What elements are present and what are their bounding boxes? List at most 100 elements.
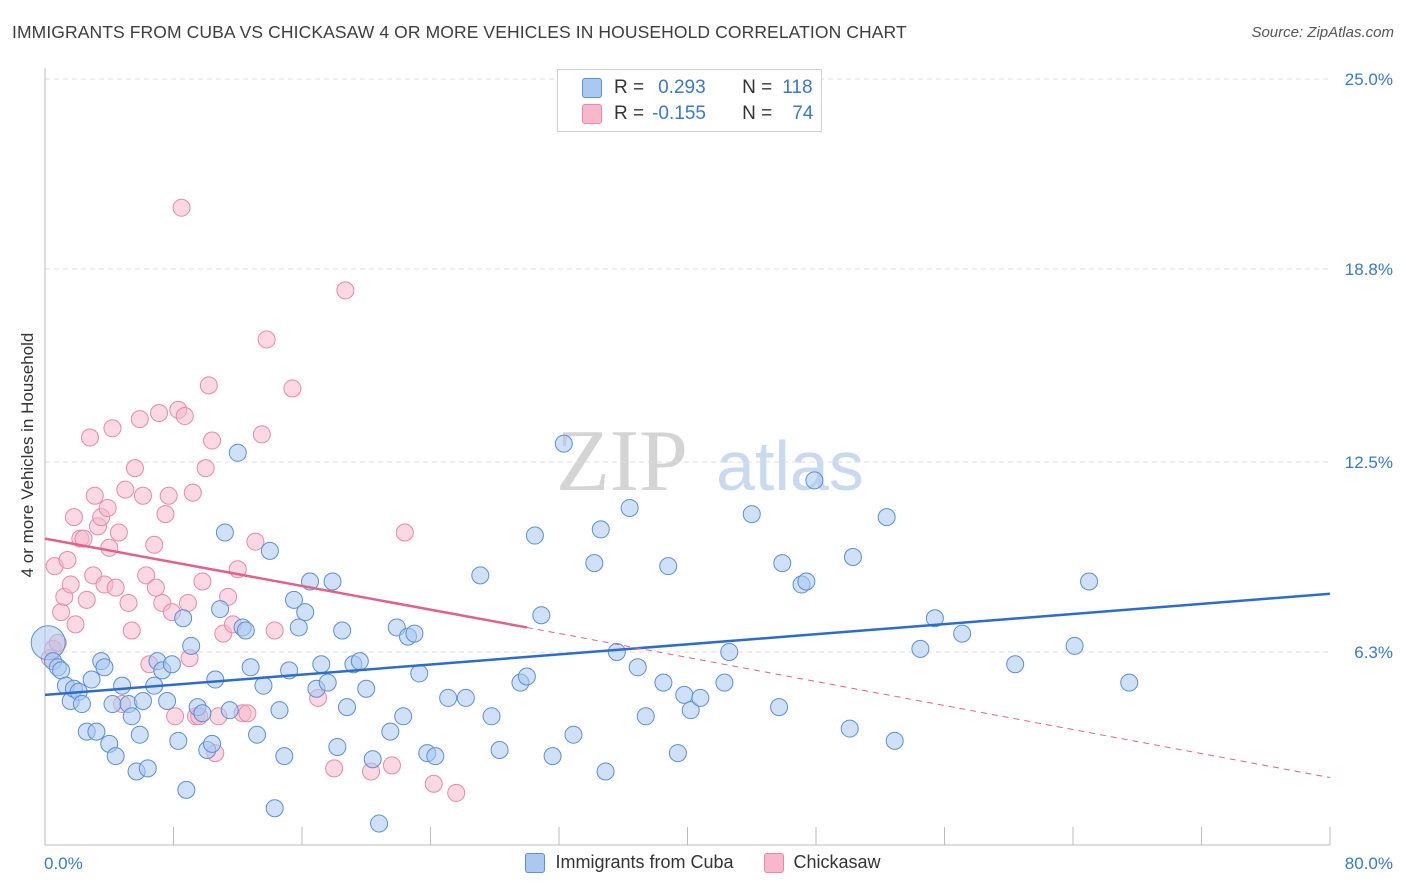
cuba-point-78 [471, 566, 490, 585]
legend-item-chickasaw[interactable]: Chickasaw [763, 852, 881, 873]
cuba-point-93 [628, 658, 647, 677]
cuba-point-117 [1065, 636, 1084, 655]
chickasaw-point-42 [172, 198, 191, 217]
cuba-point-102 [720, 642, 739, 661]
cuba-point-89 [591, 520, 610, 539]
cuba-point-110 [843, 547, 862, 566]
chickasaw-point-9 [66, 615, 85, 634]
cuba-point-13 [95, 658, 114, 677]
chickasaw-point-22 [106, 578, 125, 597]
cuba-point-23 [138, 759, 157, 778]
cuba-point-21 [130, 725, 149, 744]
chickasaw-point-29 [130, 410, 149, 429]
chickasaw-point-46 [183, 483, 202, 502]
cuba-point-91 [607, 642, 626, 661]
cuba-point-27 [158, 691, 177, 710]
cuba-point-11 [87, 722, 106, 741]
cuba-point-72 [405, 624, 424, 643]
cuba-point-73 [410, 664, 429, 683]
chickasaw-point-40 [166, 707, 185, 726]
cuba-point-99 [681, 701, 700, 720]
cuba-point-109 [840, 719, 859, 738]
cuba-point-22 [133, 691, 152, 710]
cuba-point-32 [182, 636, 201, 655]
cuba-point-95 [654, 673, 673, 692]
chickasaw-point-43 [175, 407, 194, 426]
cuba-point-47 [260, 541, 279, 560]
chickasaw-point-13 [80, 428, 99, 447]
cuba-point-113 [911, 639, 930, 658]
cuba-point-41 [228, 443, 247, 462]
cuba-point-111 [877, 508, 896, 527]
cuba-point-61 [333, 621, 352, 640]
chickasaw-point-71 [395, 523, 414, 542]
cuba-point-114 [925, 609, 944, 628]
chickasaw-point-15 [85, 486, 104, 505]
cuba-point-64 [350, 652, 369, 671]
chickasaw-point-61 [246, 532, 265, 551]
cuba-point-57 [312, 655, 331, 674]
cuba-point-43 [236, 621, 255, 640]
cuba-point-119 [1120, 673, 1139, 692]
r-label: R = [614, 77, 645, 98]
cuba-point-29 [169, 731, 188, 750]
cuba-point-28 [162, 655, 181, 674]
y-tick-label-0: 6.3% [1354, 643, 1393, 662]
cuba-point-104 [770, 698, 789, 717]
chickasaw-point-34 [146, 578, 165, 597]
cuba-point-45 [248, 725, 267, 744]
cuba-point-54 [296, 603, 315, 622]
trend-lines [44, 537, 1331, 779]
cuba-point-3 [52, 661, 71, 680]
cuba-point-68 [381, 722, 400, 741]
r-value: 0.293 [658, 77, 706, 98]
cuba-point-30 [174, 609, 193, 628]
chickasaw-legend-swatch [763, 852, 784, 873]
legend-label-cuba: Immigrants from Cuba [555, 852, 734, 872]
chickasaw-point-7 [61, 575, 80, 594]
chickasaw-point-8 [64, 508, 83, 527]
cuba-point-58 [318, 673, 337, 692]
cuba-point-36 [203, 734, 222, 753]
n-value: 74 [792, 103, 814, 124]
chickasaw-point-70 [382, 756, 401, 775]
chickasaw-point-60 [238, 704, 257, 723]
chickasaw-point-52 [203, 431, 222, 450]
cuba-point-100 [691, 688, 710, 707]
cuba-point-94 [636, 707, 655, 726]
chickasaw-point-38 [159, 486, 178, 505]
legend-item-cuba[interactable]: Immigrants from Cuba [525, 852, 734, 873]
cuba-point-97 [668, 744, 687, 763]
chickasaw-point-72 [424, 774, 443, 793]
cuba-point-49 [270, 701, 289, 720]
chickasaw-point-44 [178, 593, 197, 612]
cuba-point-53 [289, 618, 308, 637]
r-value: -0.155 [652, 103, 706, 124]
cuba-point-84 [532, 606, 551, 625]
stats-row-chickasaw: R = -0.155 N = 74 [582, 101, 813, 127]
cuba-point-37 [206, 670, 225, 689]
cuba-point-88 [585, 554, 604, 573]
cuba-point-44 [241, 658, 260, 677]
source-label: Source: ZipAtlas.com [1251, 24, 1394, 41]
chickasaw-point-25 [116, 480, 135, 499]
y-tick-label-2: 18.8% [1345, 260, 1393, 279]
watermark-atlas: atlas [716, 427, 864, 505]
cuba-point-80 [490, 741, 509, 760]
cuba-point-67 [370, 814, 389, 833]
x-tick-label-max: 80.0% [1345, 854, 1393, 873]
chickasaw-point-21 [103, 419, 122, 438]
zipatlas-watermark: ZIP atlas [556, 413, 864, 510]
chickasaw-point-73 [447, 783, 466, 802]
chickasaw-point-68 [336, 281, 355, 300]
cuba-point-82 [517, 667, 536, 686]
chickasaw-point-26 [119, 593, 138, 612]
chickasaw-point-19 [98, 498, 117, 517]
cuba-points [30, 434, 1139, 833]
cuba-point-105 [773, 554, 792, 573]
legend-label-chickasaw: Chickasaw [793, 852, 881, 872]
cuba-point-52 [284, 590, 303, 609]
chickasaw-point-23 [109, 523, 128, 542]
cuba-swatch [582, 78, 602, 98]
cuba-point-10 [82, 670, 101, 689]
